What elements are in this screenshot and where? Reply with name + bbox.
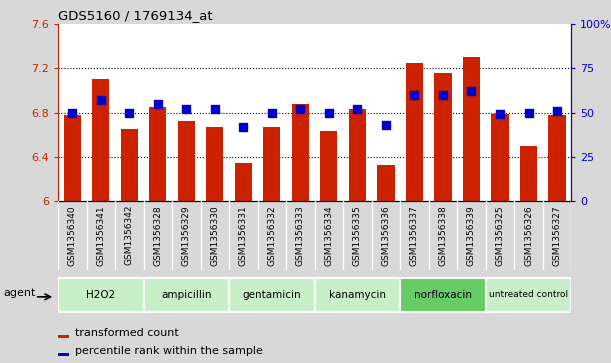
Point (181, 106, 191, 112)
Bar (320, 131, 337, 201)
Bar (400, 278, 486, 312)
Bar (64, 115, 81, 201)
Text: GSM1356326: GSM1356326 (524, 205, 533, 266)
Point (125, 110, 134, 115)
Point (381, 122, 391, 128)
Text: kanamycin: kanamycin (329, 290, 386, 300)
Bar (378, 165, 395, 201)
Text: GSM1356339: GSM1356339 (467, 205, 476, 266)
Text: GSM1356332: GSM1356332 (268, 205, 276, 266)
Text: percentile rank within the sample: percentile rank within the sample (75, 346, 263, 356)
Point (238, 124, 248, 130)
Text: GSM1356336: GSM1356336 (381, 205, 390, 266)
Text: gentamicin: gentamicin (243, 290, 301, 300)
Text: GSM1356338: GSM1356338 (439, 205, 447, 266)
Bar (178, 122, 195, 201)
Text: GSM1356327: GSM1356327 (552, 205, 562, 266)
Point (552, 108, 562, 114)
Text: GSM1356341: GSM1356341 (97, 205, 105, 266)
Bar (263, 127, 280, 201)
Text: transformed count: transformed count (75, 328, 179, 338)
Text: GSM1356328: GSM1356328 (153, 205, 163, 266)
Point (524, 110, 533, 115)
Text: H2O2: H2O2 (86, 290, 115, 300)
Text: GSM1356342: GSM1356342 (125, 205, 134, 265)
Bar (486, 278, 571, 312)
Text: norfloxacin: norfloxacin (414, 290, 472, 300)
Bar (491, 114, 508, 201)
Bar (58, 278, 144, 312)
Text: GSM1356340: GSM1356340 (68, 205, 77, 266)
Point (296, 106, 306, 112)
Text: GSM1356335: GSM1356335 (353, 205, 362, 266)
Text: untreated control: untreated control (489, 290, 568, 299)
Text: GSM1356330: GSM1356330 (210, 205, 219, 266)
Bar (434, 73, 452, 201)
Bar (229, 278, 315, 312)
Point (210, 106, 220, 112)
Text: GDS5160 / 1769134_at: GDS5160 / 1769134_at (58, 9, 213, 23)
Text: GSM1356329: GSM1356329 (182, 205, 191, 266)
Point (267, 110, 277, 115)
Point (153, 101, 163, 106)
Bar (207, 127, 224, 201)
Bar (349, 109, 366, 201)
Text: GSM1356333: GSM1356333 (296, 205, 305, 266)
Point (409, 92, 419, 98)
Bar (463, 57, 480, 201)
Bar (149, 107, 166, 201)
Point (67, 110, 77, 115)
Bar (235, 163, 252, 201)
Bar (121, 129, 138, 201)
Text: GSM1356331: GSM1356331 (239, 205, 248, 266)
Bar (520, 146, 537, 201)
Text: GSM1356334: GSM1356334 (324, 205, 334, 266)
Point (467, 88, 477, 94)
Point (353, 106, 362, 112)
Point (324, 110, 334, 115)
Bar (406, 62, 423, 201)
Bar (315, 278, 400, 312)
Bar (58, 335, 69, 338)
Text: GSM1356325: GSM1356325 (496, 205, 505, 266)
Bar (58, 353, 69, 356)
Bar (549, 115, 566, 201)
Bar (144, 278, 229, 312)
Text: GSM1356337: GSM1356337 (410, 205, 419, 266)
Text: agent: agent (3, 288, 35, 298)
Bar (92, 79, 109, 201)
Bar (292, 104, 309, 201)
Point (438, 92, 448, 98)
Point (495, 111, 505, 117)
Text: ampicillin: ampicillin (161, 290, 211, 300)
Point (96, 97, 106, 103)
